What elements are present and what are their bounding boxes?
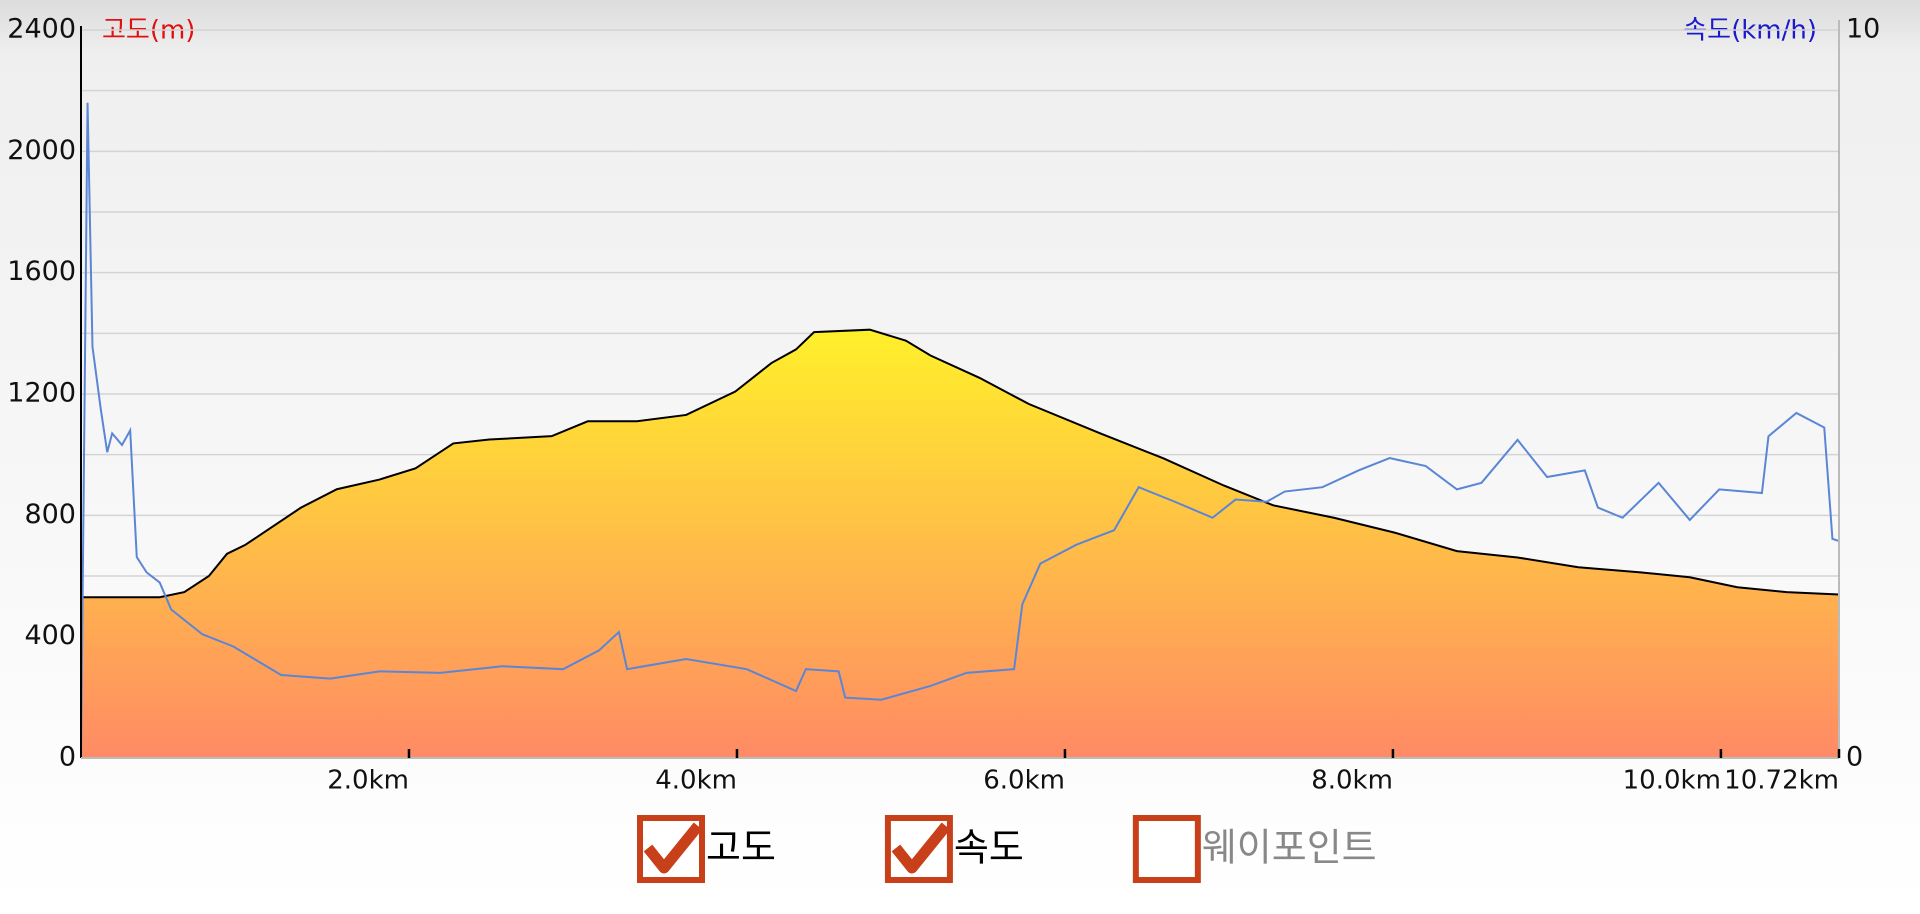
y-tick-label: 0 [59, 742, 76, 773]
x-tick-label: 4.0km [655, 766, 737, 796]
legend-label: 고도 [706, 826, 776, 870]
checkmark [643, 822, 703, 874]
x-tick-label: 8.0km [1311, 766, 1393, 796]
legend-item[interactable]: 웨이포인트 [1132, 815, 1377, 883]
x-tick-label: 2.0km [327, 766, 409, 796]
legend-label: 속도 [954, 826, 1024, 870]
y-tick-label: 800 [24, 499, 76, 530]
legend-item[interactable]: 속도 [884, 815, 1024, 883]
y-tick-label: 2400 [7, 14, 76, 45]
x-tick-label: 10.0km [1623, 766, 1721, 796]
y-tick-label: 2000 [7, 135, 76, 166]
y-tick-label: 1200 [7, 378, 76, 409]
x-tick-label: 6.0km [983, 766, 1065, 796]
legend-item[interactable]: 고도 [637, 815, 776, 883]
y2-tick-label: 10 [1846, 14, 1880, 45]
legend-label: 웨이포인트 [1202, 826, 1377, 870]
y2-tick-label: 0 [1846, 742, 1863, 773]
checkmark [891, 822, 951, 874]
elevation-area [81, 329, 1839, 758]
elevation-line [81, 328, 1840, 599]
y-tick-label: 1600 [7, 256, 76, 287]
y-tick-label: 400 [24, 620, 76, 651]
speed-line [80, 102, 1840, 759]
checkbox[interactable] [1132, 815, 1201, 883]
x-tick-label: 10.72km [1724, 766, 1839, 796]
